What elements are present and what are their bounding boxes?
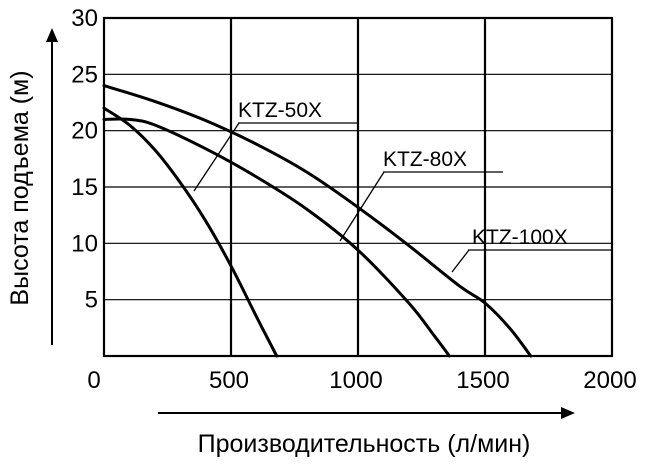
y-tick-label: 5: [85, 287, 98, 314]
plot-frame: [102, 16, 614, 358]
x-tick-label: 2000: [583, 367, 636, 394]
x-tick-label: 0: [87, 367, 100, 394]
tick-labels: 5 10 15 20 25 30 0 500 1000 1500 2000: [71, 5, 636, 394]
series-labels: KTZ-50X KTZ-80X KTZ-100X: [193, 99, 612, 273]
y-tick-label: 25: [71, 61, 98, 88]
y-tick-label: 10: [71, 230, 98, 257]
series-label-leader: [193, 122, 240, 192]
x-axis-arrow-head: [561, 407, 575, 419]
y-tick-label: 15: [71, 174, 98, 201]
y-tick-label: 30: [71, 5, 98, 32]
x-tick-label: 500: [209, 367, 249, 394]
series-ktz-100x-line: [102, 84, 533, 358]
y-tick-label: 20: [71, 118, 98, 145]
series-label-ktz-80x: KTZ-80X: [383, 148, 467, 171]
series-ktz-50x-line: [102, 106, 279, 358]
x-axis-title: Производительность (л/мин): [198, 430, 531, 458]
x-tick-label: 1500: [456, 367, 509, 394]
series-label-leader: [339, 171, 385, 242]
series-label-ktz-50x: KTZ-50X: [238, 99, 322, 122]
y-axis-title: Высота подъема (м): [6, 70, 34, 305]
plot-border: [102, 16, 614, 358]
series-label-ktz-100x: KTZ-100X: [472, 226, 568, 249]
series-curves: [102, 84, 533, 358]
x-tick-label: 1000: [329, 367, 382, 394]
y-axis-arrow-head: [46, 28, 58, 42]
series-ktz-80x-line: [102, 117, 451, 358]
series-label-leader: [451, 249, 470, 273]
grid: [104, 18, 612, 356]
